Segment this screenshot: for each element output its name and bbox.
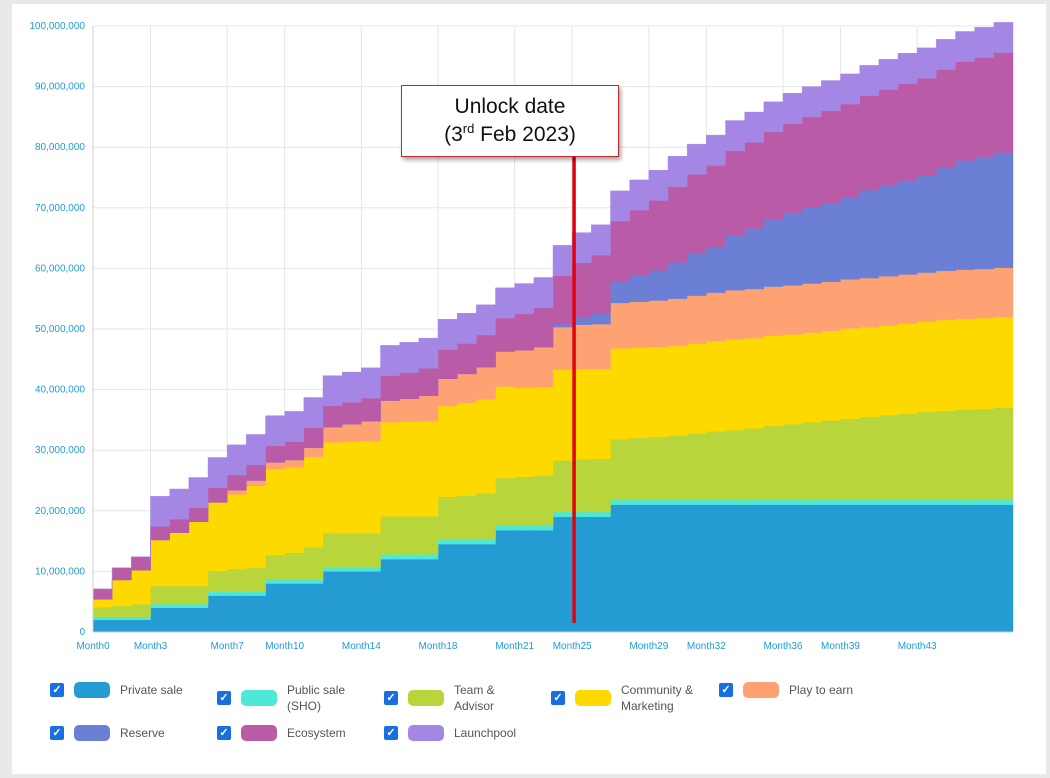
y-tick-label: 30,000,000 [35,445,85,456]
legend-swatch [241,725,277,741]
legend-checkbox[interactable]: ✓ [384,726,398,740]
legend-swatch [575,690,611,706]
axis-layer: 0 10,000,000 20,000,000 30,000,000 40,000,00… [29,21,1013,652]
legend-item-community-marketing[interactable]: ✓ Community & Marketing [551,682,693,714]
y-tick-label: 10,000,000 [35,566,85,577]
y-tick-label: 50,000,000 [35,324,85,335]
annotation-line1: Unlock date [454,95,566,118]
legend-swatch [408,690,444,706]
y-tick-label: 20,000,000 [35,506,85,517]
legend-item-play-to-earn[interactable]: ✓ Play to earn [719,682,853,698]
x-tick-label: Month18 [419,641,458,652]
legend-item-private-sale[interactable]: ✓ Private sale [50,682,183,698]
y-tick-label: 40,000,000 [35,385,85,396]
legend-swatch [74,725,110,741]
y-tick-label: 60,000,000 [35,263,85,274]
annotation-line2: (3rd Feb 2023) [444,121,576,146]
legend-item-launchpool[interactable]: ✓ Launchpool [384,725,516,741]
legend-item-ecosystem[interactable]: ✓ Ecosystem [217,725,346,741]
legend-label: Team & Advisor [454,683,495,713]
x-tick-label: Month39 [821,641,860,652]
series-launchpool-area [93,22,1014,590]
x-tick-label: Month25 [553,641,592,652]
legend-checkbox[interactable]: ✓ [50,683,64,697]
legend-checkbox[interactable]: ✓ [217,726,231,740]
legend-item-reserve[interactable]: ✓ Reserve [50,725,165,741]
legend-item-team-advisor[interactable]: ✓ Team & Advisor [384,682,495,714]
y-tick-label: 0 [79,627,85,638]
x-tick-label: Month21 [495,641,534,652]
x-tick-label: Month14 [342,641,381,652]
legend-checkbox[interactable]: ✓ [50,726,64,740]
x-tick-label: Month36 [764,641,803,652]
chart-card: 0 10,000,000 20,000,000 30,000,000 40,000,00… [12,4,1046,774]
y-tick-label: 100,000,000 [29,21,85,32]
x-tick-label: Month29 [629,641,668,652]
legend-item-public-sale-sho[interactable]: ✓ Public sale (SHO) [217,682,345,714]
legend-label: Community & Marketing [621,683,694,713]
legend-checkbox[interactable]: ✓ [217,691,231,705]
legend-label: Launchpool [454,726,517,740]
x-tick-label: Month10 [265,641,304,652]
legend-swatch [408,725,444,741]
legend-label: Reserve [120,726,165,740]
y-tick-label: 70,000,000 [35,203,85,214]
legend-swatch [74,682,110,698]
x-tick-label: Month32 [687,641,726,652]
legend-checkbox[interactable]: ✓ [384,691,398,705]
legend-checkbox[interactable]: ✓ [551,691,565,705]
legend-label: Play to earn [789,683,854,697]
legend-swatch [743,682,779,698]
legend-label: Private sale [120,683,183,697]
unlock-date-annotation: Unlock date (3rd Feb 2023) [401,85,619,157]
x-tick-label: Month7 [210,641,244,652]
y-tick-label: 80,000,000 [35,142,85,153]
legend-swatch [241,690,277,706]
legend-label: Public sale (SHO) [287,683,346,713]
area-layer [92,22,1014,633]
legend-label: Ecosystem [287,726,346,740]
stacked-area-chart: 0 10,000,000 20,000,000 30,000,000 40,000,00… [29,21,1014,652]
x-tick-label: Month43 [898,641,937,652]
x-tick-label: Month0 [76,641,110,652]
x-tick-label: Month3 [134,641,168,652]
y-tick-label: 90,000,000 [35,82,85,93]
legend-checkbox[interactable]: ✓ [719,683,733,697]
